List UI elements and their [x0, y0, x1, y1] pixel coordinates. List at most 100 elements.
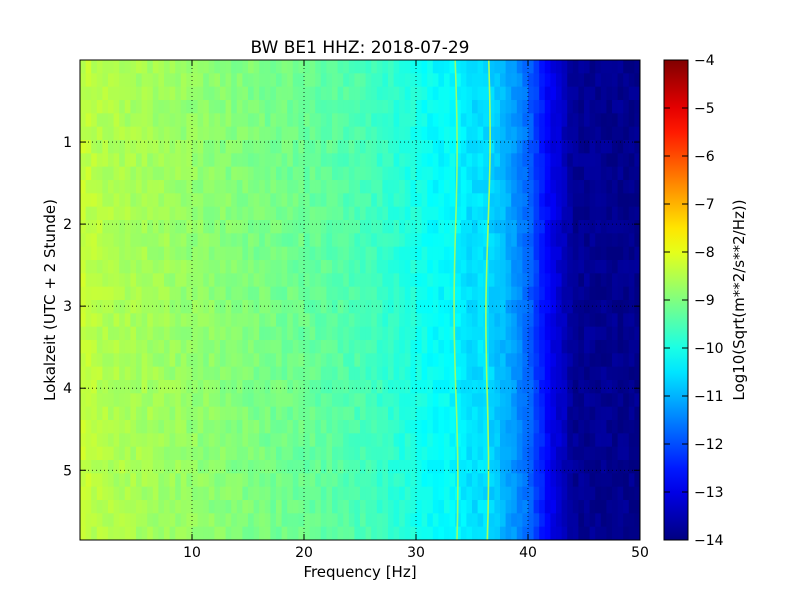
heatmap-cell	[600, 353, 607, 368]
heatmap-cell	[180, 60, 187, 74]
heatmap-cell	[438, 460, 445, 474]
heatmap-cell	[455, 300, 462, 314]
heatmap-cell	[242, 193, 249, 208]
heatmap-cell	[449, 513, 456, 528]
heatmap-cell	[365, 460, 372, 474]
heatmap-cell	[337, 433, 344, 448]
heatmap-cell	[466, 100, 473, 114]
heatmap-cell	[589, 220, 596, 234]
heatmap-cell	[326, 473, 333, 488]
heatmap-cell	[376, 86, 383, 101]
heatmap-cell	[376, 60, 383, 74]
heatmap-cell	[253, 513, 260, 528]
heatmap-cell	[432, 353, 439, 368]
heatmap-cell	[472, 433, 479, 448]
heatmap-cell	[208, 460, 215, 474]
heatmap-cell	[432, 380, 439, 394]
heatmap-cell	[516, 473, 523, 488]
heatmap-cell	[360, 420, 367, 434]
heatmap-cell	[505, 193, 512, 208]
heatmap-cell	[337, 166, 344, 181]
heatmap-cell	[175, 313, 182, 328]
heatmap-cell	[192, 300, 199, 314]
heatmap-cell	[399, 260, 406, 274]
heatmap-cell	[164, 473, 171, 488]
heatmap-cell	[152, 473, 159, 488]
heatmap-cell	[141, 366, 148, 381]
heatmap-cell	[320, 406, 327, 421]
heatmap-cell	[528, 486, 535, 501]
heatmap-cell	[326, 300, 333, 314]
heatmap-cell	[399, 140, 406, 154]
heatmap-cell	[511, 300, 518, 314]
heatmap-cell	[304, 500, 311, 514]
heatmap-cell	[158, 60, 165, 74]
heatmap-cell	[315, 180, 322, 194]
heatmap-cell	[421, 153, 428, 168]
heatmap-cell	[164, 100, 171, 114]
heatmap-cell	[393, 286, 400, 301]
heatmap-cell	[287, 393, 294, 408]
heatmap-cell	[438, 153, 445, 168]
heatmap-cell	[376, 446, 383, 461]
heatmap-cell	[421, 193, 428, 208]
heatmap-cell	[612, 153, 619, 168]
heatmap-cell	[511, 433, 518, 448]
heatmap-cell	[147, 366, 154, 381]
heatmap-cell	[147, 486, 154, 501]
heatmap-cell	[292, 153, 299, 168]
heatmap-cell	[382, 526, 389, 540]
heatmap-cell	[264, 220, 271, 234]
heatmap-cell	[511, 273, 518, 288]
heatmap-cell	[141, 473, 148, 488]
heatmap-cell	[259, 273, 266, 288]
heatmap-cell	[505, 340, 512, 354]
heatmap-cell	[595, 73, 602, 88]
heatmap-cell	[416, 393, 423, 408]
heatmap-cell	[410, 153, 417, 168]
heatmap-cell	[315, 420, 322, 434]
heatmap-cell	[102, 300, 109, 314]
heatmap-cell	[595, 233, 602, 248]
heatmap-cell	[511, 460, 518, 474]
heatmap-cell	[528, 100, 535, 114]
chart-title: BW BE1 HHZ: 2018-07-29	[250, 38, 469, 58]
heatmap-cell	[623, 73, 630, 88]
heatmap-cell	[147, 220, 154, 234]
heatmap-cell	[180, 193, 187, 208]
heatmap-cell	[382, 486, 389, 501]
heatmap-cell	[298, 220, 305, 234]
heatmap-cell	[539, 353, 546, 368]
heatmap-cell	[393, 326, 400, 341]
heatmap-cell	[628, 420, 635, 434]
heatmap-cell	[500, 500, 507, 514]
heatmap-cell	[404, 406, 411, 421]
heatmap-cell	[119, 180, 126, 194]
heatmap-cell	[438, 473, 445, 488]
heatmap-cell	[488, 193, 495, 208]
heatmap-cell	[85, 126, 92, 141]
heatmap-cell	[348, 313, 355, 328]
heatmap-cell	[617, 500, 624, 514]
heatmap-cell	[326, 140, 333, 154]
heatmap-cell	[270, 220, 277, 234]
heatmap-cell	[382, 220, 389, 234]
heatmap-cell	[214, 313, 221, 328]
heatmap-cell	[494, 153, 501, 168]
heatmap-cell	[516, 313, 523, 328]
heatmap-cell	[348, 420, 355, 434]
heatmap-cell	[449, 526, 456, 540]
heatmap-cell	[572, 486, 579, 501]
heatmap-cell	[91, 260, 98, 274]
heatmap-cell	[444, 233, 451, 248]
heatmap-cell	[80, 60, 87, 74]
heatmap-cell	[332, 206, 339, 221]
heatmap-cell	[147, 193, 154, 208]
heatmap-cell	[617, 60, 624, 74]
heatmap-cell	[259, 473, 266, 488]
heatmap-cell	[192, 460, 199, 474]
heatmap-cell	[416, 126, 423, 141]
heatmap-cell	[152, 206, 159, 221]
heatmap-cell	[152, 513, 159, 528]
heatmap-cell	[304, 366, 311, 381]
